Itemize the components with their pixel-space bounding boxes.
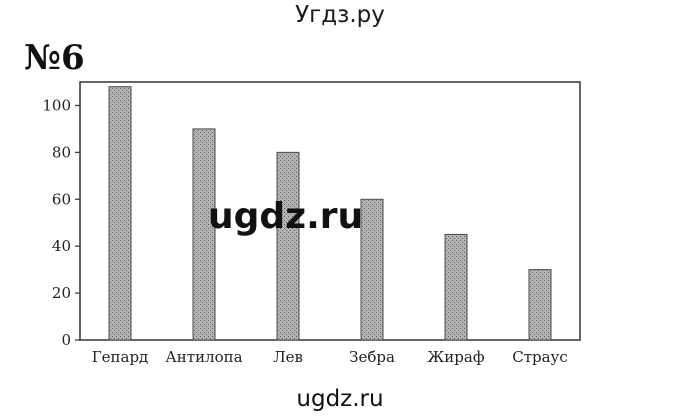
- category-label: Антилопа: [165, 348, 242, 366]
- bar-4: [360, 198, 384, 341]
- task-number: №6: [24, 38, 85, 78]
- y-tick-label: 80: [52, 143, 71, 161]
- y-tick-label: 0: [61, 331, 71, 349]
- category-label: Зебра: [349, 348, 395, 366]
- plot-frame: [79, 81, 581, 341]
- y-tick-label: 40: [52, 237, 71, 255]
- bar-2: [192, 128, 216, 341]
- bar-6: [528, 269, 552, 341]
- category-label: Гепард: [92, 348, 149, 366]
- bar-3: [276, 151, 300, 341]
- y-axis-ticks: 0 20 40 60 80 100: [42, 96, 80, 349]
- y-tick-label: 60: [52, 190, 71, 208]
- site-title-bottom: ugdz.ru: [296, 386, 384, 412]
- y-tick-label: 100: [42, 96, 71, 114]
- category-label: Страус: [512, 348, 568, 366]
- watermark: ugdz.ru: [208, 196, 364, 237]
- y-tick-label: 20: [52, 284, 71, 302]
- site-title-top: Угдз.ру: [295, 2, 385, 28]
- x-axis-labels: Гепард Антилопа Лев Зебра Жираф Страус: [92, 348, 568, 366]
- bars: [108, 86, 552, 341]
- bar-1: [108, 86, 132, 341]
- category-label: Лев: [273, 348, 303, 366]
- bar-5: [444, 233, 468, 341]
- category-label: Жираф: [427, 348, 484, 366]
